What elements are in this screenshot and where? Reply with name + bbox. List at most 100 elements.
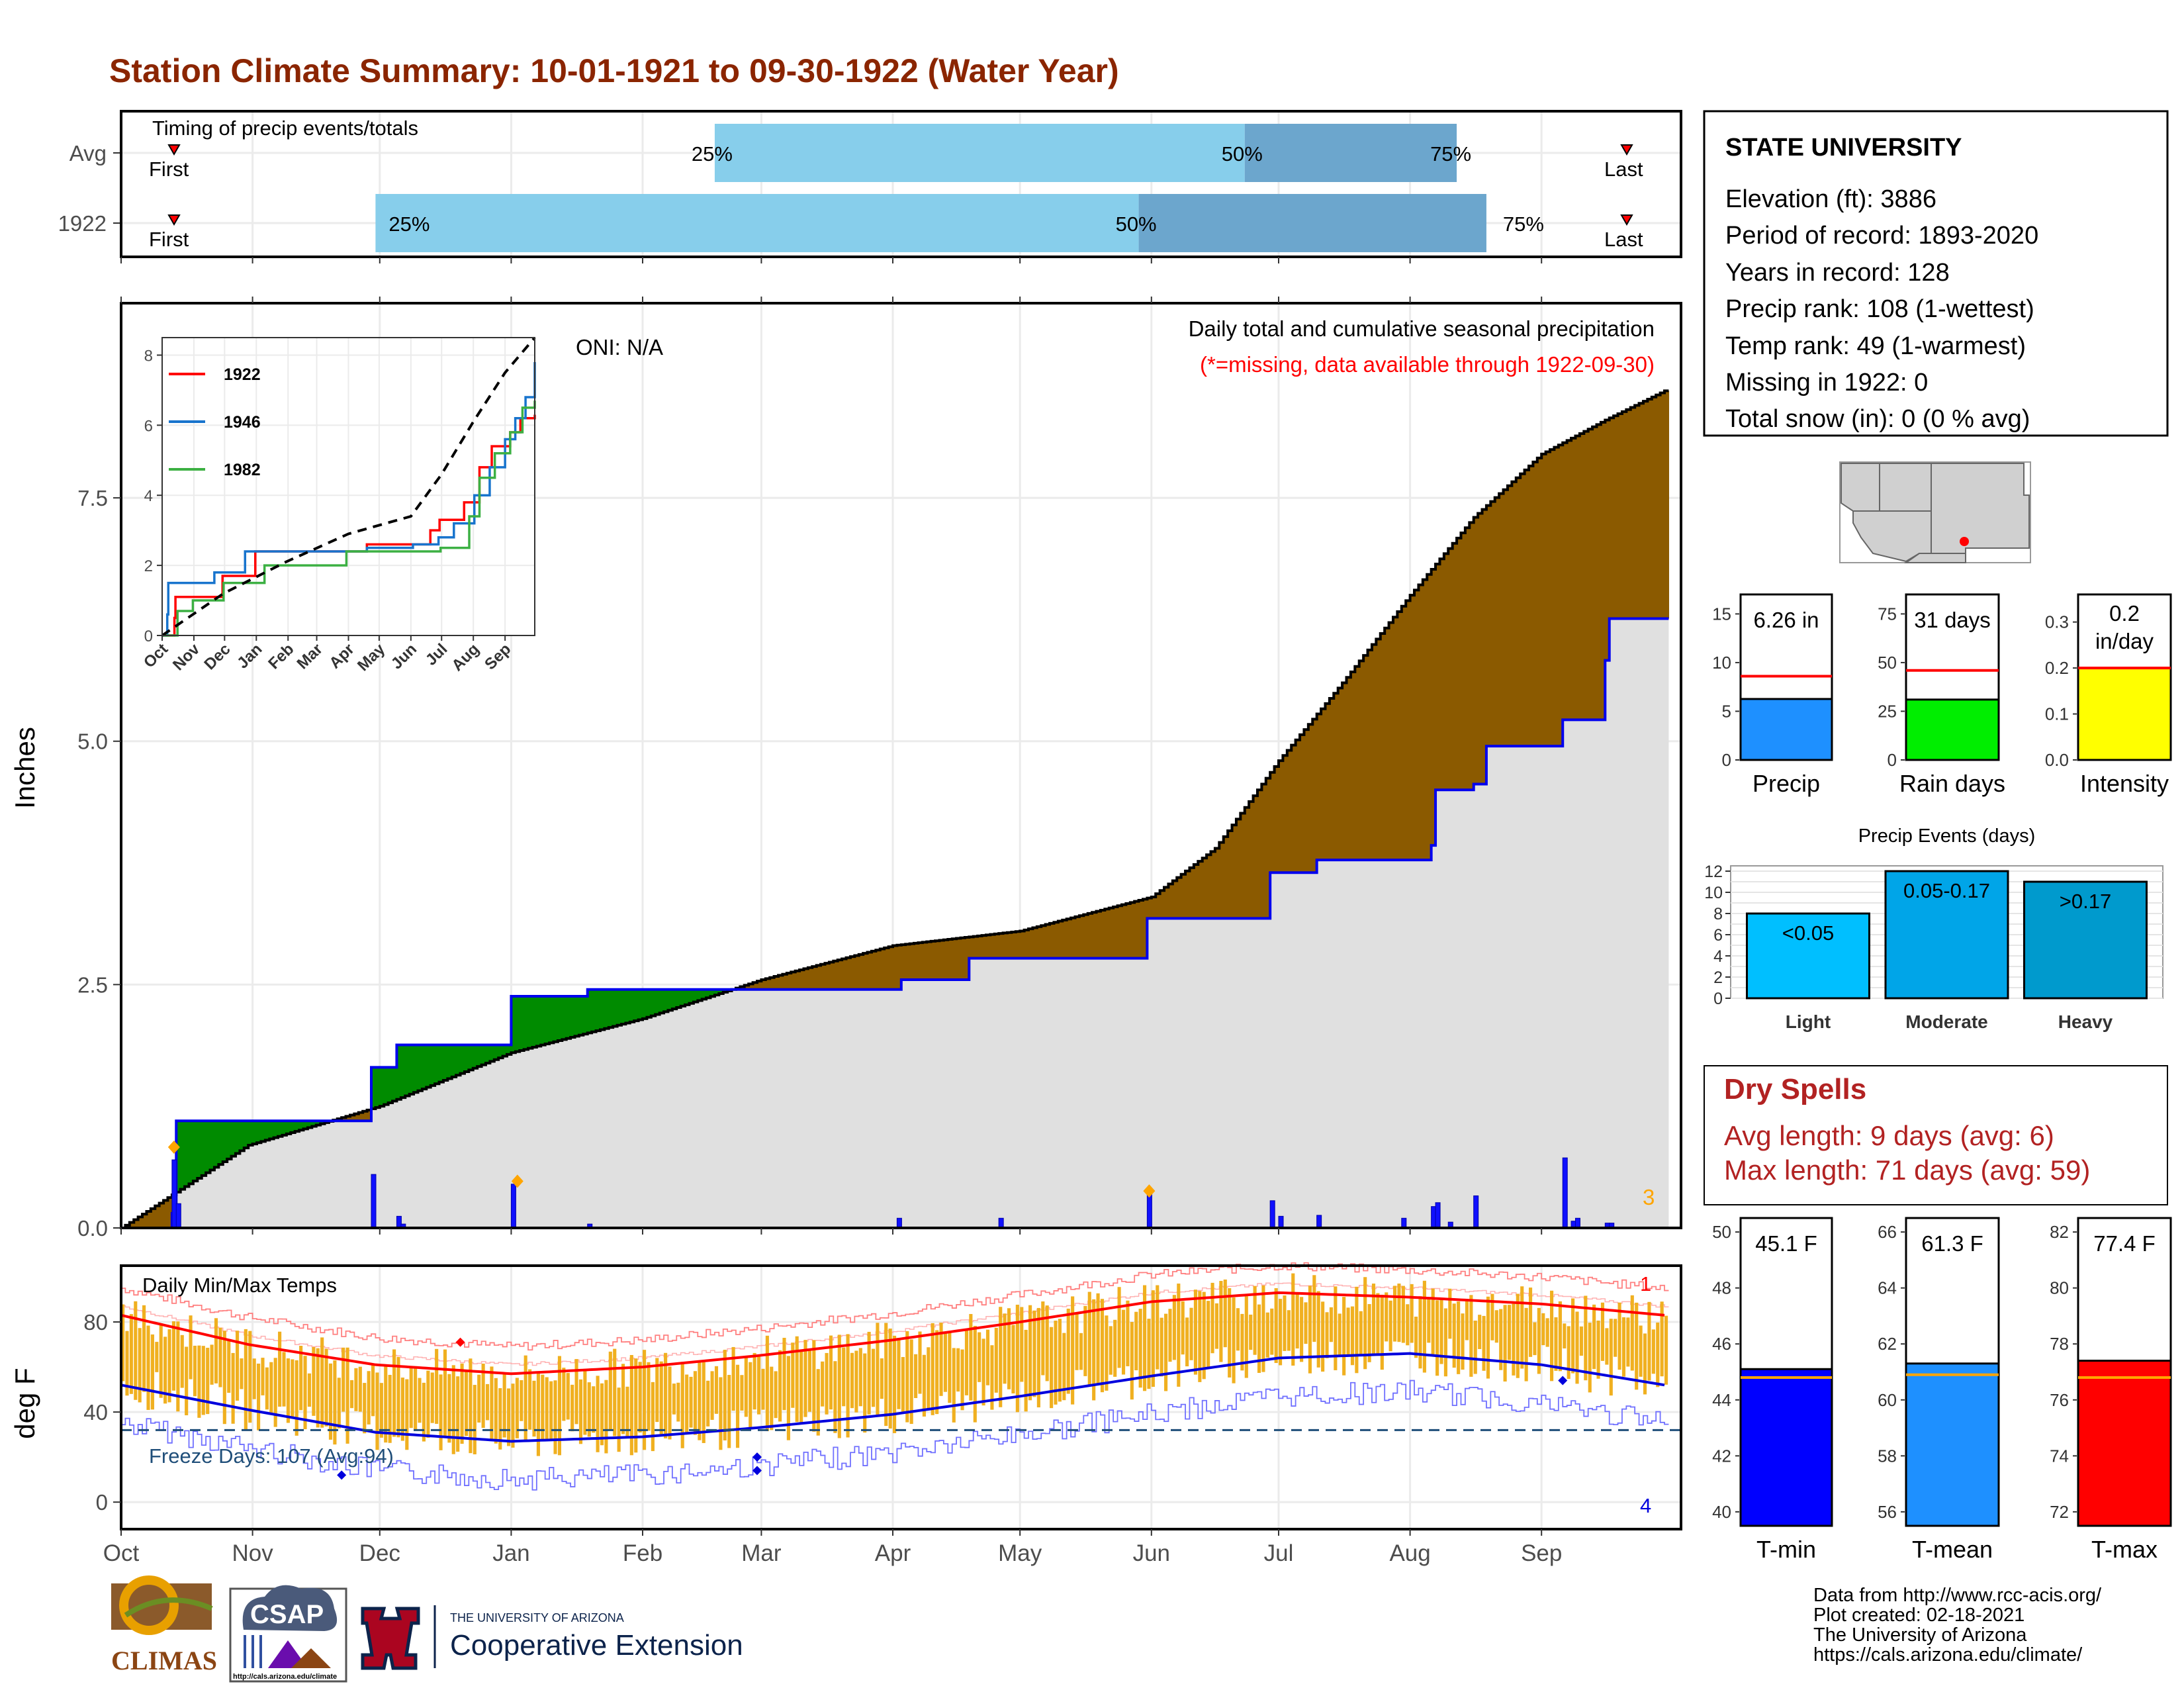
daily-temp-bar [778,1350,782,1422]
record-marker [1558,1376,1568,1385]
record-flag-marker [167,1140,180,1154]
month-tick-label: Apr [875,1540,911,1566]
daily-temp-bar [138,1328,142,1403]
record-low-line [121,1380,1669,1491]
daily-temp-bar [1461,1313,1465,1370]
daily-temp-bar [273,1358,277,1427]
daily-temp-bar [1244,1296,1248,1378]
daily-temp-bar [1397,1284,1401,1342]
record-marker [752,1452,762,1462]
timing-p75-label: 75% [1503,212,1544,236]
daily-temp-bar [545,1377,549,1439]
daily-temp-bar [1308,1286,1312,1374]
daily-temp-bar [664,1352,668,1438]
daily-temp-bar [1041,1301,1045,1376]
daily-temp-bar [426,1370,430,1438]
normal-max-line [120,1291,1665,1376]
daily-temp-bar [685,1374,689,1434]
events-bar-label: 0.05-0.17 [1903,879,1990,902]
daily-temp-bar [1223,1279,1227,1348]
t-mean-tick-label: 56 [1878,1502,1897,1522]
daily-temp-bar [388,1374,392,1443]
daily-temp-bar [1228,1288,1232,1378]
t-max-value-label: 77.4 F [2093,1231,2156,1256]
daily-temp-bar [460,1363,464,1444]
daily-temp-bar [1584,1295,1588,1381]
events-title: Precip Events (days) [1858,825,2036,847]
daily-temp-bar [371,1364,375,1417]
daily-precip-bar [998,1217,1004,1229]
month-tick-label: Nov [232,1540,273,1566]
daily-temp-bar [858,1348,862,1407]
avg-cumulative-line [121,389,1669,1229]
t-min-bar [1739,1368,1833,1527]
daily-temp-bar [1376,1293,1380,1356]
daily-temp-bar [121,1304,125,1382]
station-info-box: STATE UNIVERSITY Elevation (ft): 3886 Pe… [1703,110,2169,437]
daily-temp-bar [1075,1312,1079,1370]
daily-temp-bar [447,1374,451,1443]
daily-temp-bar [1079,1333,1083,1370]
events-tick-label: 8 [1713,905,1723,923]
t-max-title: T-max [2091,1536,2158,1563]
daily-temp-bar [1113,1319,1117,1377]
daily-temp-bar [201,1346,205,1415]
daily-temp-bar [1575,1311,1579,1384]
max-record-count: 1 [1640,1272,1651,1295]
daily-temp-bar [1516,1293,1520,1378]
daily-temp-bar [1431,1288,1435,1357]
daily-temp-bar [931,1323,934,1415]
inset-y-tick-label: 8 [144,347,153,365]
dry-spells-title: Dry Spells [1724,1073,1866,1105]
daily-temp-bar [367,1371,371,1425]
station-line: Period of record: 1893-2020 [1725,222,2038,250]
daily-temp-bar [1265,1312,1269,1358]
footer-line: Data from http://www.rcc-acis.org/ [1813,1585,2102,1606]
daily-temp-bar [1418,1296,1422,1369]
daily-temp-bar [1579,1326,1583,1356]
t-min-tick-label: 40 [1712,1502,1731,1522]
daily-temp-bar [261,1358,265,1395]
daily-temp-bar [608,1351,612,1430]
t-mean-tick-label: 62 [1878,1334,1897,1354]
intensity-value-unit: in/day [2095,629,2154,653]
daily-temp-bar [502,1372,506,1438]
daily-temp-bar [765,1335,769,1431]
t-max-tick-label: 78 [2050,1334,2069,1354]
daily-temp-bar [1388,1300,1392,1352]
daily-temp-bar [782,1337,786,1411]
t-max-tick-label: 76 [2050,1390,2069,1410]
daily-temp-bar [1291,1273,1295,1366]
daily-temp-bar [1639,1325,1643,1377]
daily-temp-bar [1592,1304,1596,1370]
daily-temp-bar [265,1367,269,1410]
daily-temp-bar [1520,1286,1524,1369]
daily-temp-bar [1545,1318,1549,1347]
daily-temp-bar [719,1377,723,1450]
daily-temp-bar [1083,1305,1087,1376]
daily-temp-bar [1338,1313,1342,1357]
daily-temp-bar [1206,1301,1210,1368]
daily-precip-bar [1278,1215,1284,1229]
daily-temp-bar [1528,1288,1533,1357]
daily-temp-bar [231,1352,235,1424]
record-marker [752,1466,762,1476]
daily-temp-bar [918,1331,922,1394]
daily-temp-bar [702,1362,705,1443]
daily-temp-bar [1147,1319,1151,1389]
precip-bar [1739,698,1833,761]
daily-temp-bar [1664,1315,1668,1385]
daily-temp-bar [651,1382,655,1452]
daily-temp-bar [507,1388,511,1446]
daily-precip-bar [1146,1194,1152,1229]
daily-temp-bar [731,1346,735,1411]
daily-temp-bar [553,1380,557,1454]
daily-temp-bar [1142,1285,1147,1391]
daily-temp-bar [167,1329,171,1403]
daily-temp-bar [1270,1308,1274,1355]
daily-temp-bar [337,1378,341,1429]
daily-temp-bar [935,1330,939,1415]
daily-temp-bar [477,1374,481,1423]
daily-temp-bar [1355,1286,1359,1374]
